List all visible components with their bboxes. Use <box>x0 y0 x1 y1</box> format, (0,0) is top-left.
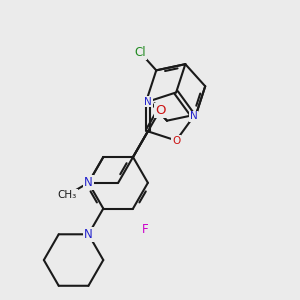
Text: N: N <box>190 112 197 122</box>
Text: N: N <box>84 176 93 189</box>
Text: O: O <box>172 136 180 146</box>
Text: N: N <box>84 228 93 241</box>
Text: O: O <box>155 104 165 117</box>
Text: F: F <box>142 223 148 236</box>
Text: N: N <box>144 97 152 106</box>
Text: Cl: Cl <box>134 46 146 59</box>
Text: CH₃: CH₃ <box>58 190 77 200</box>
